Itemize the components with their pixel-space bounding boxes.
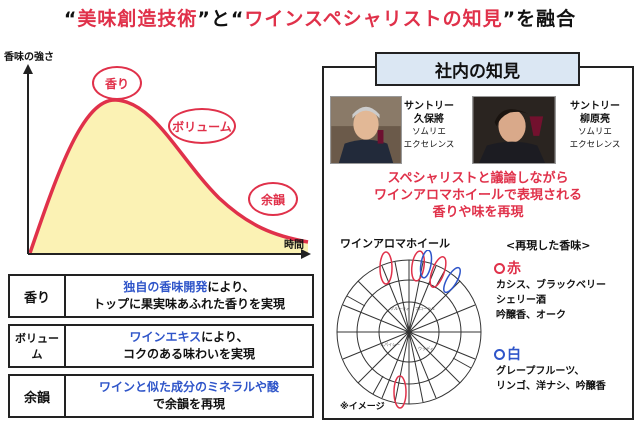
person1-photo [330, 96, 402, 164]
red-heading: 赤 [494, 258, 521, 278]
white-heading: 白 [494, 344, 521, 364]
person1-role2: エクセレンス [403, 140, 455, 150]
white-item: リンゴ、洋ナシ、吟醸香 [496, 381, 606, 392]
white-label: 白 [507, 347, 521, 363]
reproduced-title: <再現した香味> [506, 239, 591, 252]
quote-open: “ [63, 8, 78, 30]
title-connector: ”と“ [197, 8, 245, 30]
panel-title: 社内の知見 [375, 52, 580, 86]
row-label: 香り [10, 276, 66, 316]
title-part2: ワインスペシャリストの知見 [244, 8, 503, 30]
svg-text:フローラル: フローラル [415, 305, 435, 311]
label-aroma: 香り [92, 66, 142, 100]
row-finish: 余韻 ワインと似た成分のミネラルや酸 で余韻を再現 [8, 374, 314, 418]
y-axis-arrow [23, 64, 33, 74]
label-finish: 余韻 [248, 182, 298, 216]
row-line2: トップに果実味あふれた香りを実現 [92, 297, 285, 311]
row-line2: で余韻を再現 [152, 397, 225, 411]
red-item: 吟醸香、オーク [496, 310, 566, 321]
statement: スペシャリストと議論しながら ワインアロマホイールで表現される 香りや味を再現 [330, 170, 626, 221]
row-text: ワインと似た成分のミネラルや酸 で余韻を再現 [66, 376, 312, 416]
red-label: 赤 [507, 261, 521, 277]
title-part1: 美味創造技術 [77, 8, 198, 30]
statement-line: 香りや味を再現 [432, 205, 524, 220]
row-volume: ボリューム ワインエキスにより、 コクのある味わいを実現 [8, 324, 314, 368]
blue-circle-icon [494, 348, 505, 360]
person2-photo [472, 96, 556, 164]
x-axis-label: 時間 [284, 238, 304, 251]
row-line2: コクのある味わいを実現 [122, 347, 255, 361]
person1-caption: サントリー 久保將 ソムリエ エクセレンス [402, 100, 456, 152]
x-axis-arrow [301, 249, 311, 259]
statement-line: スペシャリストと議論しながら [387, 171, 569, 186]
red-item: カシス、ブラックベリー [496, 280, 606, 291]
row-highlight: 独自の香味開発 [123, 280, 208, 294]
white-item: グレープフルーツ、 [496, 366, 585, 377]
row-aroma: 香り 独自の香味開発により、 トップに果実味あふれた香りを実現 [8, 274, 314, 318]
row-label: ボリューム [10, 326, 66, 366]
row-text-rest: により、 [201, 330, 249, 344]
wheel-blue-marks [419, 250, 461, 294]
svg-text:スパイシー: スパイシー [380, 342, 400, 347]
page-title: “美味創造技術”と“ワインスペシャリストの知見”を融合 [0, 4, 640, 31]
row-text-rest: により、 [207, 280, 255, 294]
row-highlight: ワインと似た成分のミネラルや酸 [98, 380, 279, 394]
person2-role2: エクセレンス [569, 140, 621, 150]
red-circle-icon [494, 262, 505, 274]
person2-role1: ソムリエ [578, 127, 612, 137]
person2-name: 柳原亮 [580, 114, 610, 125]
svg-text:フルーティ: フルーティ [390, 305, 410, 311]
row-highlight: ワインエキス [129, 330, 202, 344]
person1-company: サントリー [404, 101, 454, 112]
wheel-label: ワインアロマホイール [340, 237, 450, 250]
y-axis-label: 香味の強さ [4, 50, 54, 63]
person1-name: 久保將 [414, 114, 444, 125]
curve-line [28, 98, 309, 254]
white-items: グレープフルーツ、 リンゴ、洋ナシ、吟醸香 [496, 364, 606, 394]
person1-role1: ソムリエ [412, 127, 446, 137]
row-label: 余韻 [10, 376, 66, 416]
row-text: 独自の香味開発により、 トップに果実味あふれた香りを実現 [66, 276, 312, 316]
title-end: ”を融合 [502, 8, 577, 30]
red-item: シェリー酒 [496, 295, 546, 306]
person2-caption: サントリー 柳原亮 ソムリエ エクセレンス [560, 100, 630, 152]
red-items: カシス、ブラックベリー シェリー酒 吟醸香、オーク [496, 278, 606, 323]
aroma-curve-chart: 香味の強さ 時間 [4, 50, 311, 259]
wheel-note: ※イメージ [340, 402, 385, 412]
wheel-red-marks [379, 250, 447, 409]
person2-company: サントリー [570, 101, 620, 112]
statement-line: ワインアロマホイールで表現される [373, 188, 582, 203]
row-text: ワインエキスにより、 コクのある味わいを実現 [66, 326, 312, 366]
svg-text:ウッディ: ウッディ [418, 345, 434, 351]
label-volume: ボリューム [168, 108, 236, 144]
